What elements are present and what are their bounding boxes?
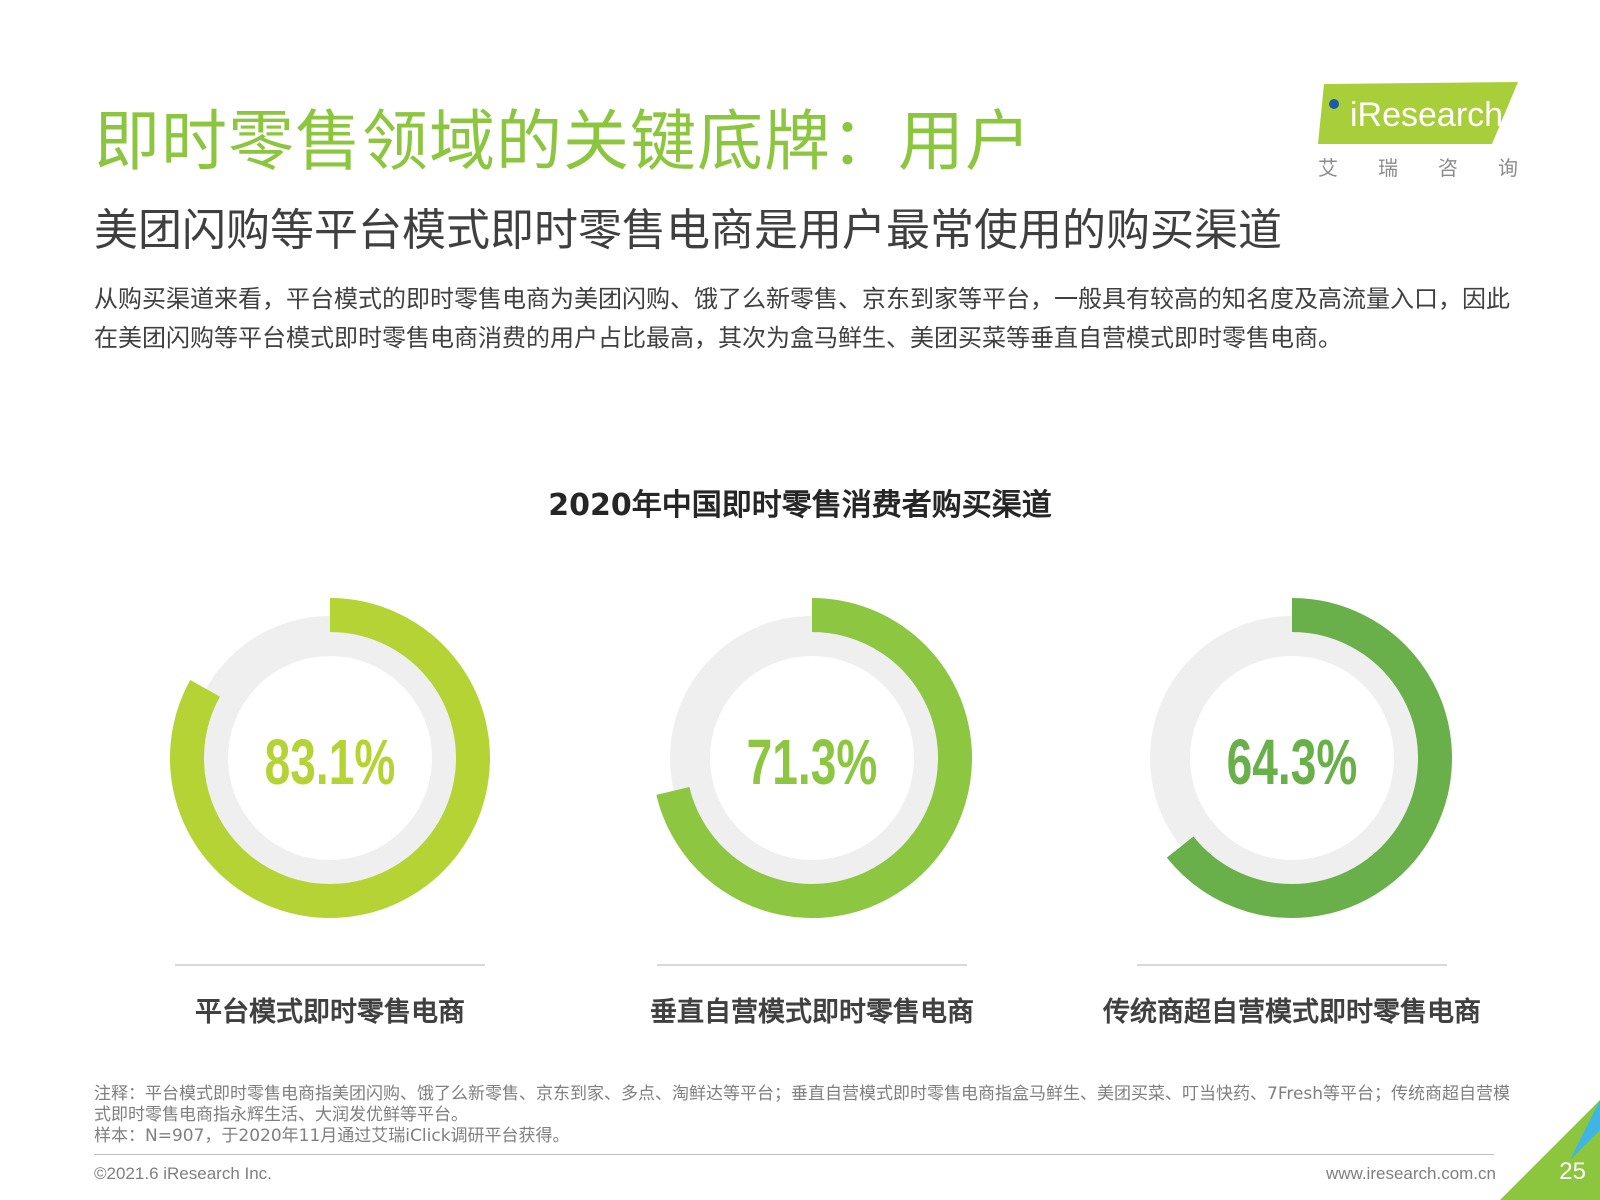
logo-char: 瑞 <box>1378 156 1398 180</box>
donut-value-label: 71.3% <box>747 727 878 798</box>
footnotes: 注释：平台模式即时零售电商指美团闪购、饿了么新零售、京东到家、多点、淘鲜达等平台… <box>94 1084 1514 1147</box>
logo-chinese: 艾 瑞 咨 询 <box>1318 152 1518 181</box>
category-label: 垂直自营模式即时零售电商 <box>650 997 974 1028</box>
logo-parallelogram <box>1318 82 1518 144</box>
corner-decoration <box>1500 1100 1600 1200</box>
category-label: 传统商超自营模式即时零售电商 <box>1103 997 1481 1028</box>
chart-title: 2020年中国即时零售消费者购买渠道 <box>548 488 1052 523</box>
page-title: 即时零售领域的关键底牌：用户 <box>94 103 1032 180</box>
donut-value-label: 64.3% <box>1227 727 1358 798</box>
donut-arc <box>170 598 490 918</box>
footer-divider <box>94 1154 1494 1155</box>
category-label: 平台模式即时零售电商 <box>195 997 465 1028</box>
donut-arc <box>656 598 972 918</box>
iresearch-logo: iResearch 艾 瑞 咨 询 <box>1318 82 1528 182</box>
donut-track <box>1150 616 1434 900</box>
page-subtitle: 美团闪购等平台模式即时零售电商是用户最常使用的购买渠道 <box>94 205 1282 256</box>
donut-value-label: 83.1% <box>265 727 396 798</box>
copyright: ©2021.6 iResearch Inc. <box>94 1164 272 1183</box>
logo-text: iResearch <box>1350 96 1504 134</box>
donut-arc <box>1166 598 1452 918</box>
website-link[interactable]: www.iresearch.com.cn <box>1325 1164 1496 1183</box>
logo-char: 艾 <box>1318 156 1338 180</box>
sample-text: 样本：N=907，于2020年11月通过艾瑞iClick调研平台获得。 <box>94 1126 570 1146</box>
logo-char: 询 <box>1498 156 1518 180</box>
page-number: 25 <box>1559 1158 1586 1185</box>
donut-track <box>670 616 954 900</box>
description-paragraph: 从购买渠道来看，平台模式的即时零售电商为美团闪购、饿了么新零售、京东到家等平台，… <box>94 285 1510 352</box>
logo-char: 咨 <box>1438 156 1458 180</box>
note-text: 注释：平台模式即时零售电商指美团闪购、饿了么新零售、京东到家、多点、淘鲜达等平台… <box>94 1084 1511 1125</box>
donut-track <box>188 616 472 900</box>
